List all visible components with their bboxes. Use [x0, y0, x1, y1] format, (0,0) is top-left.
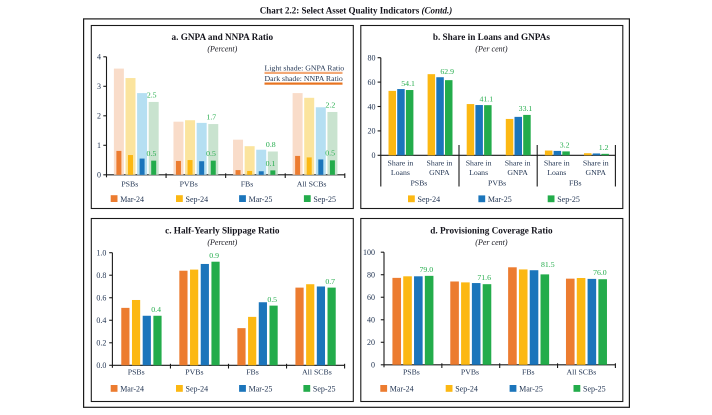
svg-text:PVBs: PVBs [488, 179, 506, 188]
svg-text:0: 0 [372, 151, 376, 160]
svg-text:Loans: Loans [391, 168, 410, 177]
svg-text:0.4: 0.4 [151, 305, 161, 314]
svg-text:PVBs: PVBs [180, 179, 198, 188]
svg-text:Mar-24: Mar-24 [120, 385, 144, 394]
svg-text:Chart 2.2: Select Asset Qualit: Chart 2.2: Select Asset Quality Indicato… [260, 6, 453, 16]
svg-text:54.1: 54.1 [401, 79, 415, 88]
svg-text:0.4: 0.4 [96, 316, 106, 325]
svg-text:79.0: 79.0 [419, 265, 433, 274]
svg-text:Sep-24: Sep-24 [186, 385, 209, 394]
svg-text:Sep-25: Sep-25 [557, 195, 580, 204]
svg-text:Mar-25: Mar-25 [249, 195, 273, 204]
svg-text:Share in: Share in [466, 159, 492, 168]
svg-text:FBs: FBs [522, 368, 535, 377]
svg-text:0.6: 0.6 [96, 294, 106, 303]
svg-text:Dark shade: NNPA Ratio: Dark shade: NNPA Ratio [265, 74, 343, 83]
svg-text:(Per cent): (Per cent) [475, 45, 508, 54]
svg-text:Sep-25: Sep-25 [583, 385, 606, 394]
svg-text:a. GNPA and NNPA Ratio: a. GNPA and NNPA Ratio [172, 32, 274, 42]
svg-text:GNPA: GNPA [507, 168, 528, 177]
svg-text:3.2: 3.2 [560, 141, 570, 150]
svg-text:GNPA: GNPA [429, 168, 450, 177]
svg-text:Sep-24: Sep-24 [186, 195, 209, 204]
svg-text:Loans: Loans [547, 168, 566, 177]
svg-text:40: 40 [367, 316, 375, 325]
svg-text:76.0: 76.0 [593, 268, 607, 277]
svg-text:0.1: 0.1 [266, 159, 276, 168]
svg-text:c. Half-Yearly Slippage Ratio: c. Half-Yearly Slippage Ratio [165, 225, 280, 235]
svg-text:FBs: FBs [569, 179, 582, 188]
svg-text:PSBs: PSBs [128, 368, 145, 377]
svg-text:0: 0 [97, 171, 101, 180]
svg-text:(Percent): (Percent) [207, 45, 237, 54]
svg-text:(Per cent): (Per cent) [475, 238, 508, 247]
svg-text:FBs: FBs [246, 368, 259, 377]
svg-text:81.5: 81.5 [541, 260, 555, 269]
svg-text:Share in: Share in [544, 159, 570, 168]
svg-text:20: 20 [368, 127, 376, 136]
svg-text:b. Share in Loans and GNPAs: b. Share in Loans and GNPAs [433, 32, 551, 42]
svg-text:Light shade: GNPA Ratio: Light shade: GNPA Ratio [265, 64, 345, 73]
svg-text:2.5: 2.5 [147, 90, 157, 99]
svg-text:PSBs: PSBs [403, 368, 420, 377]
svg-text:80: 80 [368, 54, 376, 63]
svg-text:33.1: 33.1 [519, 104, 533, 113]
svg-text:2.2: 2.2 [326, 100, 336, 109]
svg-text:All SCBs: All SCBs [302, 368, 332, 377]
svg-text:Share in: Share in [583, 159, 609, 168]
svg-text:40: 40 [368, 102, 376, 111]
svg-text:Sep-25: Sep-25 [313, 195, 336, 204]
svg-text:PSBs: PSBs [410, 179, 427, 188]
svg-text:0: 0 [371, 361, 375, 370]
svg-text:GNPA: GNPA [586, 168, 607, 177]
svg-text:Mar-25: Mar-25 [519, 385, 543, 394]
svg-text:20: 20 [367, 338, 375, 347]
svg-text:(Percent): (Percent) [207, 238, 237, 247]
svg-text:80: 80 [367, 271, 375, 280]
svg-text:FBs: FBs [241, 179, 254, 188]
svg-text:4: 4 [97, 53, 101, 62]
svg-text:62.9: 62.9 [440, 67, 454, 76]
svg-text:1: 1 [97, 141, 101, 150]
svg-text:PSBs: PSBs [121, 179, 138, 188]
svg-text:All SCBs: All SCBs [567, 368, 597, 377]
svg-text:71.6: 71.6 [477, 273, 491, 282]
svg-text:0.2: 0.2 [96, 339, 106, 348]
svg-text:100: 100 [363, 248, 375, 257]
svg-text:PVBs: PVBs [461, 368, 479, 377]
svg-text:3: 3 [97, 82, 101, 91]
svg-text:Share in: Share in [505, 159, 531, 168]
svg-text:0.5: 0.5 [325, 149, 335, 158]
svg-text:0.0: 0.0 [96, 361, 106, 370]
svg-text:Mar-25: Mar-25 [488, 195, 512, 204]
svg-text:60: 60 [368, 78, 376, 87]
svg-text:Sep-25: Sep-25 [313, 385, 336, 394]
svg-text:d. Provisioning Coverage Ratio: d. Provisioning Coverage Ratio [430, 225, 553, 235]
svg-text:Share in: Share in [427, 159, 453, 168]
svg-text:Sep-24: Sep-24 [455, 385, 478, 394]
svg-text:All SCBs: All SCBs [297, 179, 327, 188]
svg-text:0.5: 0.5 [206, 149, 216, 158]
svg-text:60: 60 [367, 293, 375, 302]
svg-text:Share in: Share in [388, 159, 414, 168]
svg-text:1.7: 1.7 [206, 113, 216, 122]
svg-text:41.1: 41.1 [479, 94, 493, 103]
svg-text:0.5: 0.5 [147, 149, 157, 158]
svg-text:2: 2 [97, 112, 101, 121]
svg-text:Mar-24: Mar-24 [390, 385, 414, 394]
svg-text:Mar-24: Mar-24 [120, 195, 144, 204]
svg-text:Loans: Loans [469, 168, 488, 177]
svg-text:1.2: 1.2 [599, 143, 609, 152]
svg-text:0.7: 0.7 [325, 277, 335, 286]
svg-text:0.9: 0.9 [209, 251, 219, 260]
svg-text:1.0: 1.0 [96, 249, 106, 258]
svg-text:Sep-24: Sep-24 [418, 195, 441, 204]
svg-text:Mar-25: Mar-25 [249, 385, 273, 394]
svg-text:0.8: 0.8 [266, 140, 276, 149]
svg-text:PVBs: PVBs [185, 368, 203, 377]
svg-text:0.8: 0.8 [96, 271, 106, 280]
svg-text:0.5: 0.5 [267, 295, 277, 304]
